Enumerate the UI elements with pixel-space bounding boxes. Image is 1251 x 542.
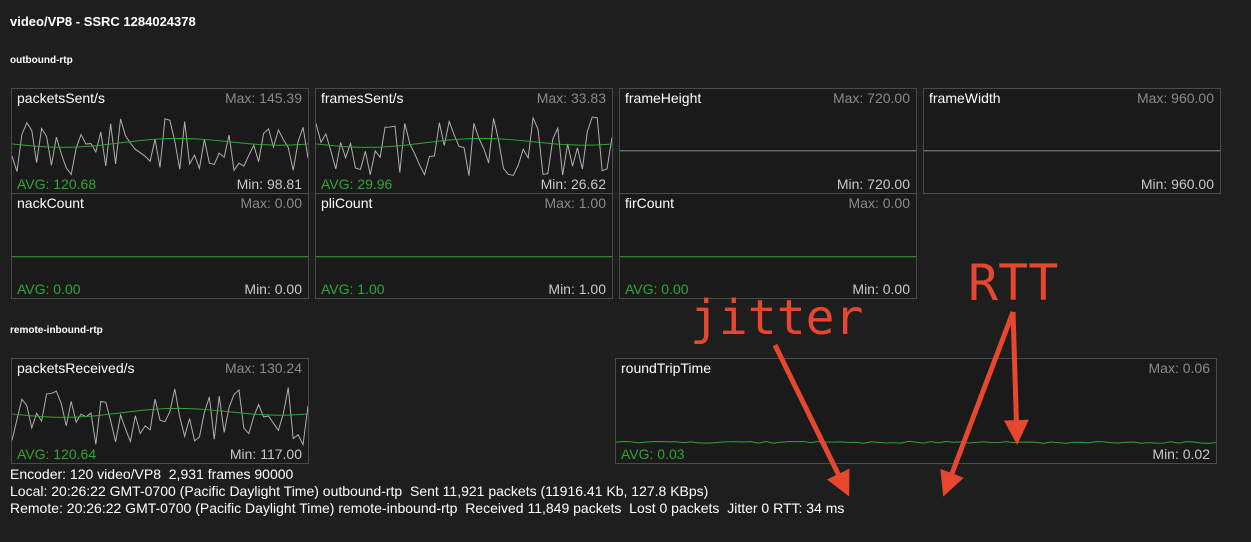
graph-avg: AVG: 120.68 <box>17 176 97 192</box>
graph-plot <box>12 387 308 447</box>
graph-avg: AVG: 1.00 <box>321 281 385 297</box>
series-line <box>316 116 612 177</box>
graph-fir-count: firCount Max: 0.00 AVG: 0.00 Min: 0.00 <box>619 193 917 299</box>
graph-name: roundTripTime <box>621 360 711 376</box>
graph-min: Min: 1.00 <box>548 281 606 297</box>
graph-max: Max: 0.00 <box>240 195 302 211</box>
graph-plot <box>12 256 308 258</box>
graph-packets-received: packetsReceived/s Max: 130.24 AVG: 120.6… <box>11 358 309 464</box>
graph-plot <box>12 118 308 176</box>
graph-max: Max: 1.00 <box>544 195 606 211</box>
page-title: video/VP8 - SSRC 1284024378 <box>10 14 196 29</box>
graph-max: Max: 33.83 <box>536 90 606 106</box>
graph-avg: AVG: 0.03 <box>621 446 685 462</box>
graph-plot <box>316 256 612 258</box>
graph-name: frameHeight <box>625 90 702 106</box>
graph-max: Max: 720.00 <box>832 90 910 106</box>
graph-name: frameWidth <box>929 90 1001 106</box>
graph-plot <box>620 150 916 152</box>
series-line <box>12 118 308 176</box>
graph-name: pliCount <box>321 195 373 211</box>
graph-packets-sent: packetsSent/s Max: 145.39 AVG: 120.68 Mi… <box>11 88 309 194</box>
graph-min: Min: 26.62 <box>540 176 606 192</box>
graph-name: packetsReceived/s <box>17 360 135 376</box>
encoder-line: Encoder: 120 video/VP8 2,931 frames 9000… <box>10 466 294 482</box>
series-line <box>12 387 308 447</box>
graph-plot <box>616 440 1216 444</box>
local-line: Local: 20:26:22 GMT-0700 (Pacific Daylig… <box>10 483 709 499</box>
avg-line <box>616 440 1216 444</box>
graph-plot <box>620 256 916 258</box>
graph-nack-count: nackCount Max: 0.00 AVG: 0.00 Min: 0.00 <box>11 193 309 299</box>
graph-min: Min: 0.02 <box>1152 446 1210 462</box>
jitter-annotation: jitter <box>690 290 864 346</box>
graph-min: Min: 117.00 <box>229 446 302 462</box>
graph-max: Max: 0.00 <box>848 195 910 211</box>
graph-frames-sent: framesSent/s Max: 33.83 AVG: 29.96 Min: … <box>315 88 613 194</box>
graph-avg: AVG: 0.00 <box>17 281 81 297</box>
stats-text: Encoder: 120 video/VP8 2,931 frames 9000… <box>10 466 844 517</box>
graph-min: Min: 98.81 <box>236 176 302 192</box>
graph-plot <box>316 116 612 177</box>
graph-max: Max: 130.24 <box>224 360 302 376</box>
graph-min: Min: 0.00 <box>244 281 302 297</box>
graph-min: Min: 960.00 <box>1140 176 1214 192</box>
avg-line <box>12 137 308 148</box>
graph-name: packetsSent/s <box>17 90 105 106</box>
graph-avg: AVG: 120.64 <box>17 446 97 462</box>
graph-name: framesSent/s <box>321 90 404 106</box>
graph-plot <box>924 150 1220 152</box>
graph-frame-width: frameWidth Max: 960.00 Min: 960.00 <box>923 88 1221 194</box>
section-label-remote-inbound: remote-inbound-rtp <box>10 325 103 336</box>
graph-min: Min: 720.00 <box>836 176 910 192</box>
avg-line <box>316 137 612 148</box>
rtt-annotation: RTT <box>968 254 1059 312</box>
graph-avg: AVG: 29.96 <box>321 176 393 192</box>
graph-round-trip-time: roundTripTime Max: 0.06 AVG: 0.03 Min: 0… <box>615 358 1217 464</box>
graph-max: Max: 960.00 <box>1136 90 1214 106</box>
graph-avg: AVG: 0.00 <box>625 281 689 297</box>
section-label-outbound: outbound-rtp <box>10 55 73 66</box>
remote-line: Remote: 20:26:22 GMT-0700 (Pacific Dayli… <box>10 500 845 516</box>
graph-frame-height: frameHeight Max: 720.00 Min: 720.00 <box>619 88 917 194</box>
graph-pli-count: pliCount Max: 1.00 AVG: 1.00 Min: 1.00 <box>315 193 613 299</box>
graph-name: firCount <box>625 195 675 211</box>
graph-name: nackCount <box>17 195 84 211</box>
graph-min: Min: 0.00 <box>852 281 910 297</box>
avg-line <box>12 407 308 418</box>
graph-max: Max: 145.39 <box>224 90 302 106</box>
graph-max: Max: 0.06 <box>1148 360 1210 376</box>
